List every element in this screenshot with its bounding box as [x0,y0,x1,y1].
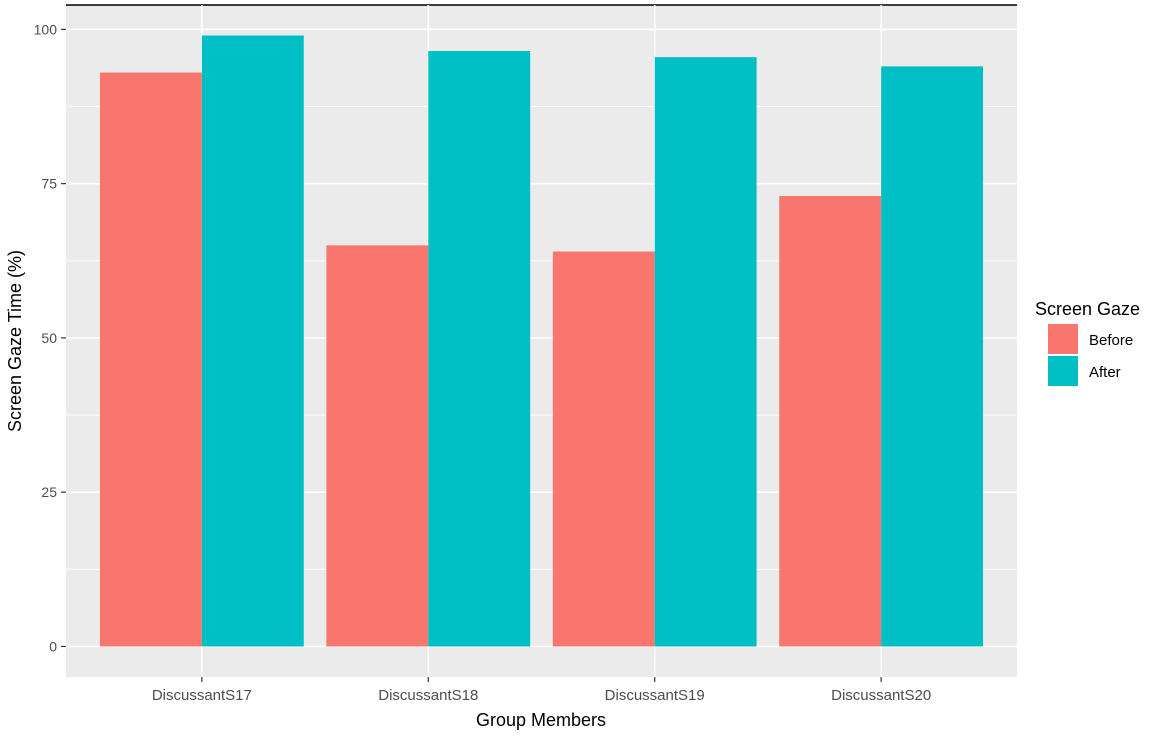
bar-after-discussants17 [201,35,304,647]
legend-title: Screen Gaze [1035,299,1140,319]
bar-before-discussants20 [779,195,882,647]
x-tick-label: DiscussantS19 [605,687,705,704]
y-tick-label: 50 [41,330,57,346]
bar-after-discussants18 [428,50,531,647]
x-tick-label: DiscussantS18 [378,687,478,704]
y-tick-label: 25 [41,484,57,500]
y-tick-label: 0 [49,638,57,654]
x-axis-title: Group Members [476,710,606,730]
y-axis-title: Screen Gaze Time (%) [5,250,25,432]
y-tick-label: 100 [34,21,58,37]
bars [99,35,984,647]
legend-label-before: Before [1089,332,1133,349]
y-tick-label: 75 [41,176,57,192]
legend-key-after [1048,356,1078,386]
legend-label-after: After [1089,364,1121,381]
x-tick-label: DiscussantS17 [152,687,252,704]
bar-before-discussants19 [552,251,655,647]
legend: Screen Gaze Before After [1035,299,1140,386]
x-axis: DiscussantS17 DiscussantS18 DiscussantS19 D… [152,677,931,704]
bar-after-discussants20 [881,66,984,647]
bar-after-discussants19 [654,57,757,647]
x-tick-label: DiscussantS20 [831,687,931,704]
legend-key-before [1048,324,1078,354]
y-axis: 0 25 50 75 100 [34,21,66,654]
bar-before-discussants18 [326,245,429,647]
bar-before-discussants17 [99,72,202,647]
